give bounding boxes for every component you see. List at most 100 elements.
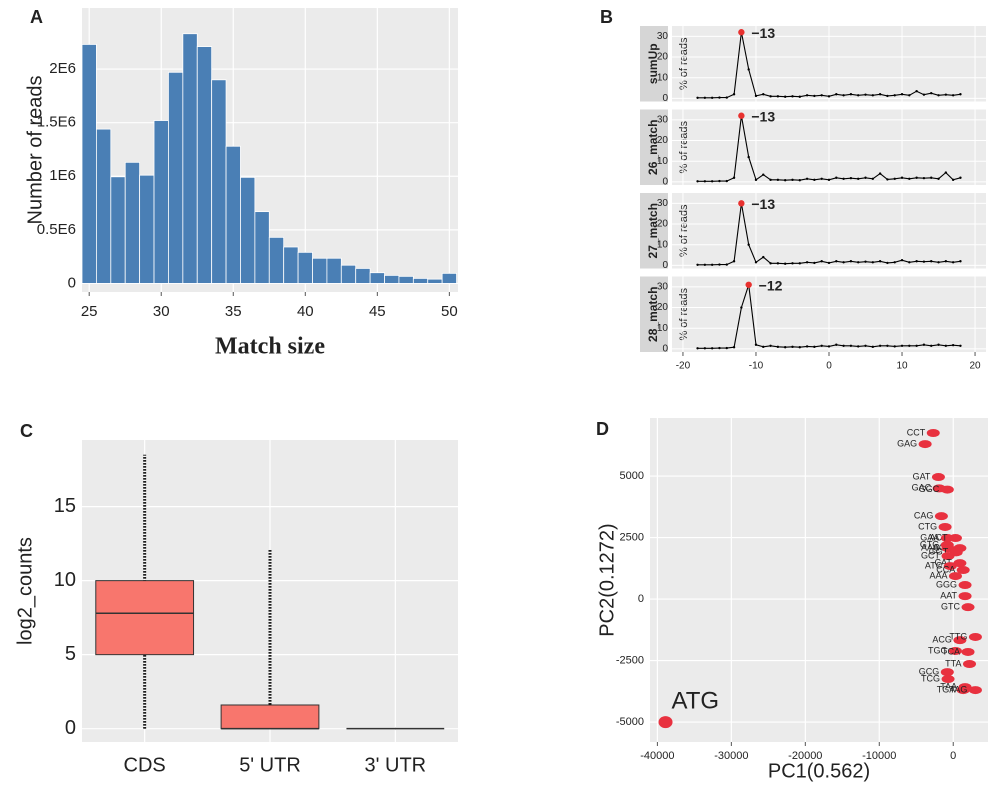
point bbox=[871, 261, 875, 264]
bar bbox=[398, 275, 414, 284]
y-tick-label: 0 bbox=[662, 344, 668, 355]
y-axis-label: Number of reads bbox=[24, 76, 46, 225]
point bbox=[791, 178, 794, 182]
bar bbox=[110, 176, 126, 284]
point bbox=[878, 344, 882, 347]
point bbox=[696, 347, 699, 350]
bar bbox=[240, 176, 256, 284]
point bbox=[732, 93, 736, 96]
point-label: GAG bbox=[897, 438, 917, 448]
point bbox=[900, 259, 904, 262]
x-tick-label: 50 bbox=[441, 303, 458, 320]
point bbox=[725, 179, 728, 183]
bar bbox=[412, 277, 429, 284]
panel-letter: C bbox=[20, 421, 33, 441]
point-label: TAA bbox=[940, 682, 957, 692]
point bbox=[900, 93, 904, 96]
point bbox=[747, 155, 750, 159]
point bbox=[931, 473, 945, 482]
point bbox=[944, 93, 948, 96]
y-axis-label: log2_counts bbox=[14, 537, 36, 645]
point bbox=[908, 177, 911, 180]
point bbox=[871, 177, 875, 180]
point bbox=[754, 178, 758, 182]
point bbox=[934, 512, 948, 521]
x-tick-label: 10 bbox=[896, 361, 908, 372]
point bbox=[696, 180, 699, 183]
point bbox=[747, 243, 750, 246]
y-tick-label: 20 bbox=[657, 135, 669, 146]
y-tick-label: 10 bbox=[657, 72, 669, 83]
point bbox=[918, 440, 932, 449]
x-axis-label: Match size bbox=[215, 334, 325, 360]
bar bbox=[441, 272, 457, 284]
point bbox=[762, 173, 765, 176]
x-axis-label: PC1(0.562) bbox=[768, 760, 870, 782]
point bbox=[762, 255, 765, 259]
point bbox=[820, 177, 823, 180]
y-tick-label: 30 bbox=[657, 31, 669, 42]
point bbox=[922, 93, 926, 96]
point-label: GTC bbox=[941, 602, 960, 612]
point-label: GCG bbox=[919, 667, 940, 677]
y-tick-label: 10 bbox=[657, 323, 669, 334]
x-tick-label: 40 bbox=[297, 303, 314, 320]
point bbox=[953, 559, 967, 568]
point bbox=[940, 485, 954, 494]
y-tick-label: 1E6 bbox=[49, 167, 76, 184]
point bbox=[937, 343, 940, 346]
y-tick-label: 10 bbox=[54, 569, 76, 591]
point-label: TCG bbox=[921, 673, 940, 683]
x-tick-label: 30 bbox=[153, 303, 170, 320]
facet-label: 26_match bbox=[646, 120, 660, 175]
y-axis-label: PC2(0.1272) bbox=[596, 523, 618, 636]
x-tick-label: -40000 bbox=[640, 750, 674, 762]
y-tick-label: 2E6 bbox=[49, 60, 76, 77]
point bbox=[959, 344, 962, 347]
point bbox=[769, 178, 772, 182]
point bbox=[878, 93, 882, 96]
y-tick-label: 1.5E6 bbox=[37, 114, 76, 131]
point bbox=[951, 261, 955, 264]
y-tick-label: 20 bbox=[657, 302, 669, 313]
point-label: AAG bbox=[921, 543, 940, 553]
point bbox=[776, 345, 780, 349]
point bbox=[951, 343, 955, 347]
point bbox=[864, 344, 867, 347]
point bbox=[835, 93, 838, 96]
point-label: AAT bbox=[940, 590, 957, 600]
point bbox=[835, 343, 838, 346]
point bbox=[820, 344, 823, 347]
point-label: GGG bbox=[936, 579, 957, 589]
point bbox=[805, 261, 809, 264]
point bbox=[813, 94, 816, 98]
x-tick-label: 20 bbox=[969, 361, 981, 372]
point bbox=[871, 94, 875, 97]
box bbox=[220, 704, 320, 730]
y-tick-label: 30 bbox=[657, 114, 669, 125]
point bbox=[956, 686, 970, 695]
point bbox=[710, 96, 714, 99]
x-tick-label: 35 bbox=[225, 303, 242, 320]
point-label: GCT bbox=[921, 550, 941, 560]
point bbox=[703, 96, 707, 99]
point bbox=[922, 343, 926, 346]
point bbox=[922, 176, 926, 180]
point bbox=[738, 200, 745, 207]
point bbox=[769, 262, 772, 265]
point bbox=[820, 260, 823, 263]
point bbox=[754, 261, 758, 264]
y-tick-label: 5000 bbox=[620, 470, 644, 482]
point bbox=[718, 263, 721, 266]
x-tick-label: 3' UTR bbox=[365, 754, 427, 776]
point bbox=[948, 572, 962, 581]
point bbox=[908, 261, 911, 264]
point bbox=[930, 260, 933, 263]
point bbox=[827, 95, 831, 98]
point bbox=[732, 260, 736, 263]
x-tick-label: 5' UTR bbox=[239, 754, 301, 776]
point bbox=[915, 344, 918, 347]
point-label: TTG bbox=[949, 631, 967, 641]
point bbox=[951, 178, 955, 182]
point bbox=[827, 345, 831, 348]
